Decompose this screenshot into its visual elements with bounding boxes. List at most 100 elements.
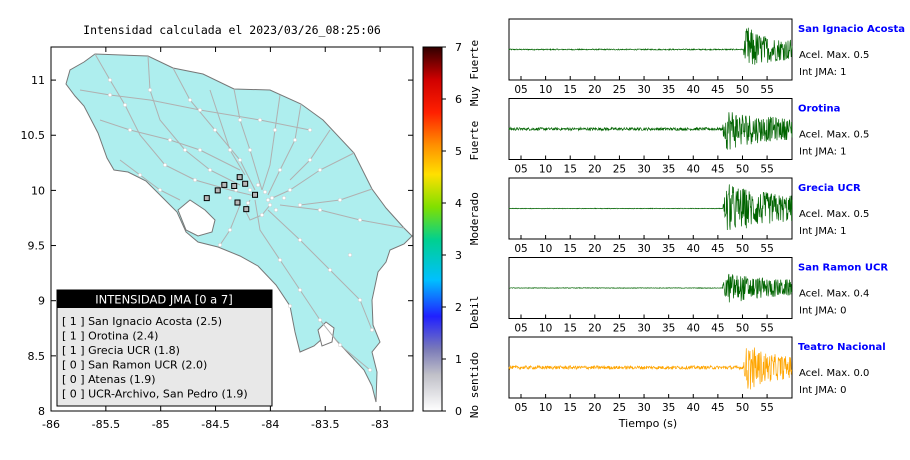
station-markers — [203, 174, 259, 213]
town-dot — [263, 189, 268, 194]
trace-tick-label: 25 — [613, 323, 626, 335]
town-dot — [288, 304, 293, 309]
trace-tick-label: 35 — [662, 402, 675, 414]
colorbar: 0 1 2 3 4 5 6 7 No sentido Debil Moderado Fuerte Mu… — [422, 40, 481, 418]
trace-int-jma: Int JMA: 0 — [799, 385, 847, 396]
trace-tick-label: 20 — [588, 164, 601, 176]
town-dot — [338, 343, 343, 348]
trace-tick-label: 40 — [687, 84, 700, 96]
trace-tick-label: 50 — [736, 243, 749, 255]
trace-waveform — [508, 27, 793, 65]
station-marker — [243, 206, 250, 213]
town-dot — [122, 102, 127, 107]
town-dot — [107, 77, 112, 82]
town-dot — [358, 298, 363, 303]
legend-item: [ 0 ] Atenas (1.9) — [62, 373, 156, 386]
trace-tick-label: 45 — [711, 402, 724, 414]
town-dot — [207, 167, 212, 172]
town-dot — [266, 197, 271, 202]
colorbar-tick-label: 6 — [455, 93, 462, 106]
station-marker — [242, 180, 249, 187]
town-dot — [192, 177, 197, 182]
colorbar-category-label: No sentido — [468, 352, 481, 418]
trace-station-name: Grecia UCR — [798, 183, 861, 194]
seismogram-1: 05 10 15 20 25 30 35 40 45 50 55 Orotina Acel. Max. … — [508, 98, 869, 176]
trace-tick-label: 15 — [564, 323, 577, 335]
map-x-tick-label: -83.5 — [311, 418, 339, 431]
colorbar-category-label: Fuerte — [468, 121, 481, 161]
traces-xlabel: Tiempo (s) — [618, 417, 677, 430]
town-dot — [260, 212, 265, 217]
colorbar-tick-label: 5 — [455, 145, 462, 158]
map-x-tick-label: -83 — [371, 418, 389, 431]
trace-tick-label: 10 — [539, 164, 552, 176]
station-marker — [221, 181, 228, 188]
trace-tick-label: 50 — [736, 84, 749, 96]
trace-tick-label: 55 — [760, 84, 773, 96]
trace-tick-label: 50 — [736, 323, 749, 335]
map-x-tick-label: -85 — [152, 418, 170, 431]
town-dot — [127, 127, 132, 132]
map-frame — [50, 46, 414, 412]
town-dot — [308, 127, 313, 132]
trace-acel-max: Acel. Max. 0.4 — [799, 289, 869, 300]
town-dot — [288, 187, 293, 192]
legend-box — [56, 289, 273, 407]
trace-tick-label: 35 — [662, 243, 675, 255]
trace-tick-label: 25 — [613, 243, 626, 255]
town-dot — [348, 252, 353, 257]
trace-tick-label: 45 — [711, 84, 724, 96]
colorbar-category-label: Debil — [468, 296, 481, 329]
legend-item: [ 1 ] Grecia UCR (1.8) — [62, 344, 180, 357]
trace-tick-label: 40 — [687, 164, 700, 176]
map-x-tick-label: -85.5 — [92, 418, 120, 431]
trace-station-name: Teatro Nacional — [798, 342, 886, 353]
seismogram-0: 05 10 15 20 25 30 35 40 45 50 55 San Ignacio Acosta… — [508, 18, 905, 96]
golfo-dulce — [317, 321, 335, 347]
colorbar-category-label: Muy Fuerte — [468, 40, 481, 106]
trace-acel-max: Acel. Max. 0.5 — [799, 130, 869, 141]
trace-tick-label: 20 — [588, 84, 601, 96]
trace-tick-label: 10 — [539, 243, 552, 255]
station-marker — [234, 199, 241, 206]
legend-title: INTENSIDAD JMA [0 a 7] — [95, 293, 232, 307]
seismogram-4: 05 10 15 20 25 30 35 40 45 50 55 Teatro Nacional Ace… — [508, 336, 886, 414]
station-marker — [203, 195, 210, 202]
trace-acel-max: Acel. Max. 0.5 — [799, 209, 869, 220]
colorbar-gradient — [422, 46, 443, 412]
town-dot — [318, 167, 323, 172]
town-dot — [282, 195, 287, 200]
colorbar-tick-label: 7 — [455, 41, 462, 54]
seismogram-2: 05 10 15 20 25 30 35 40 45 50 55 Grecia UCR Acel. Ma… — [508, 177, 869, 255]
trace-acel-max: Acel. Max. 0.0 — [799, 368, 869, 379]
town-dot — [293, 137, 298, 142]
town-dot — [308, 157, 313, 162]
trace-tick-label: 20 — [588, 243, 601, 255]
trace-tick-label: 45 — [711, 164, 724, 176]
map-y-tick-label: 8 — [38, 405, 45, 418]
trace-tick-label: 15 — [564, 243, 577, 255]
station-marker — [236, 174, 243, 181]
trace-tick-label: 10 — [539, 84, 552, 96]
town-dot — [278, 167, 283, 172]
town-dot — [298, 202, 303, 207]
colorbar-category-label: Moderado — [468, 192, 481, 245]
town-dot — [227, 227, 232, 232]
town-dot — [182, 147, 187, 152]
colorbar-tick-label: 3 — [455, 249, 462, 262]
trace-tick-label: 40 — [687, 402, 700, 414]
colorbar-tick-label: 0 — [455, 405, 462, 418]
town-dot — [298, 288, 303, 293]
town-dot — [268, 202, 273, 207]
trace-tick-label: 10 — [539, 323, 552, 335]
station-marker — [252, 191, 259, 198]
town-dot — [247, 187, 252, 192]
trace-tick-label: 05 — [514, 164, 527, 176]
town-dot — [274, 207, 279, 212]
nicoya-inner-coast — [177, 199, 216, 237]
town-dot — [370, 328, 375, 333]
legend-item: [ 1 ] Orotina (2.4) — [62, 330, 158, 343]
seismogram-3: 05 10 15 20 25 30 35 40 45 50 55 San Ramon UCR Acel.… — [508, 257, 888, 335]
town-dot — [227, 147, 232, 152]
